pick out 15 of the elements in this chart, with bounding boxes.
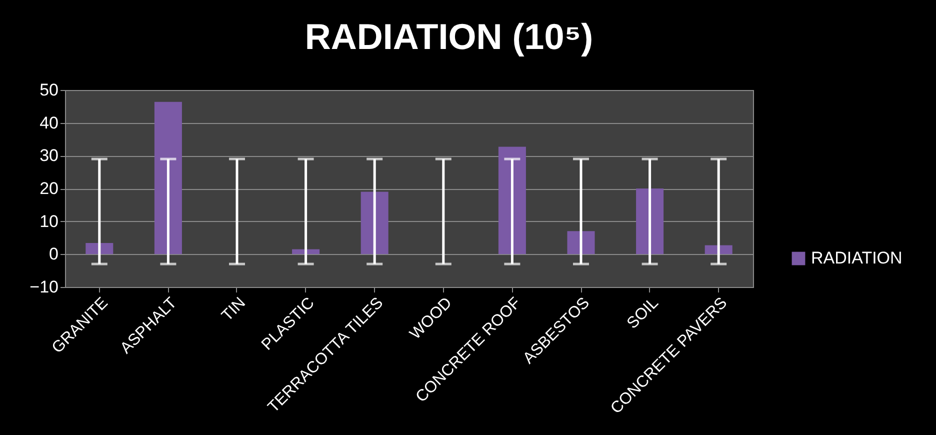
- bar: [636, 188, 664, 254]
- x-tick-label: TIN: [218, 294, 250, 325]
- y-tick-label: −10: [30, 278, 58, 296]
- y-tick-label: 40: [40, 113, 58, 132]
- bar: [154, 102, 182, 254]
- chart-title: RADIATION (10⁵): [304, 16, 594, 57]
- y-tick-label: 30: [40, 146, 58, 166]
- bar: [567, 231, 595, 254]
- bar: [292, 249, 320, 254]
- legend-label: RADIATION: [811, 248, 902, 268]
- y-tick-label: 10: [40, 212, 58, 231]
- bar: [360, 192, 388, 254]
- y-tick-label: 20: [40, 179, 58, 198]
- y-tick-label: 50: [40, 80, 58, 100]
- y-tick-label: 0: [49, 244, 58, 264]
